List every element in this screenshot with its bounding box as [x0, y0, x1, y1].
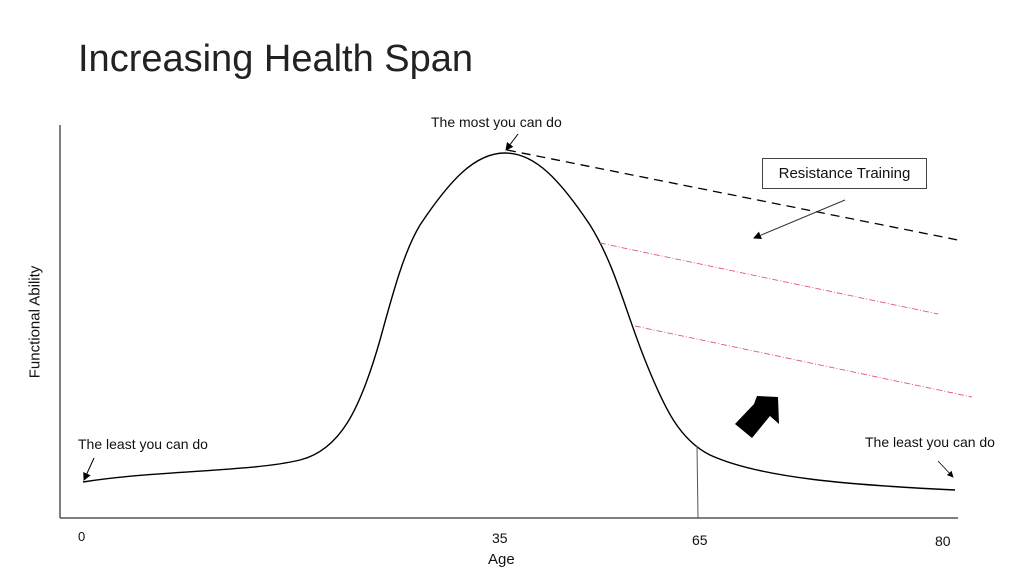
x-axis-label: Age — [488, 551, 515, 568]
least-right-arrow — [937, 460, 954, 478]
peak-arrow — [505, 133, 519, 151]
age-65-marker-line — [696, 445, 699, 519]
x-tick-65: 65 — [692, 532, 708, 548]
slide-title: Increasing Health Span — [78, 38, 474, 80]
projection-line-red-1 — [599, 242, 939, 315]
y-axis-label: Functional Ability — [26, 265, 44, 379]
x-tick-35: 35 — [492, 530, 508, 546]
least-left-label: The least you can do — [78, 436, 208, 452]
peak-label: The most you can do — [431, 114, 562, 130]
least-left-arrow — [83, 457, 95, 481]
functional-ability-curve — [82, 152, 956, 491]
resistance-training-arrow — [753, 199, 846, 239]
x-tick-80: 80 — [935, 533, 951, 549]
least-right-label: The least you can do — [865, 434, 995, 450]
resistance-training-box: Resistance Training — [762, 158, 927, 189]
resistance-training-label: Resistance Training — [778, 165, 911, 182]
x-tick-0: 0 — [78, 529, 86, 544]
resistance-training-projection — [506, 149, 959, 241]
big-up-right-arrow-icon — [735, 396, 779, 438]
projection-line-red-2 — [634, 325, 973, 398]
